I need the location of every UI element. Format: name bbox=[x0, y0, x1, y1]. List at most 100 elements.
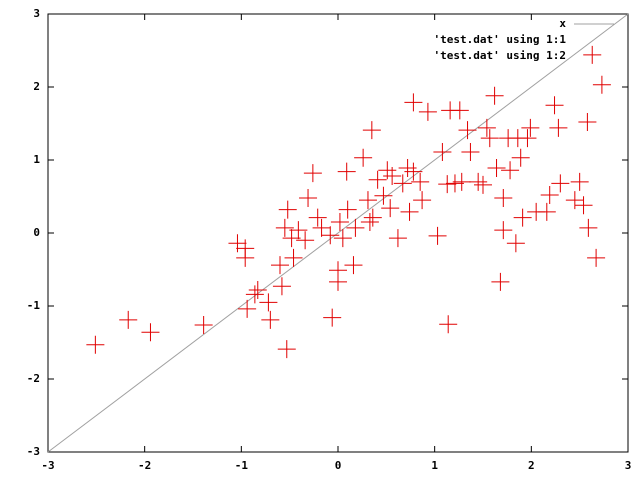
point bbox=[452, 172, 471, 191]
x-tick-label: 1 bbox=[431, 459, 438, 472]
point bbox=[346, 218, 365, 237]
point bbox=[259, 293, 278, 312]
point bbox=[308, 208, 327, 227]
point bbox=[194, 315, 213, 334]
point bbox=[381, 199, 400, 218]
legend-label: 'test.dat' using 1:1 bbox=[434, 33, 567, 46]
x-tick-label: -2 bbox=[138, 459, 151, 472]
point bbox=[592, 75, 611, 94]
x-tick-label: 2 bbox=[528, 459, 535, 472]
point bbox=[358, 191, 377, 210]
point bbox=[303, 164, 322, 183]
y-tick-label: -2 bbox=[27, 372, 40, 385]
point bbox=[271, 256, 289, 275]
y-tick-label: -3 bbox=[27, 445, 40, 458]
point bbox=[518, 129, 537, 148]
x-tick-label: 0 bbox=[335, 459, 342, 472]
y-tick-label: 2 bbox=[33, 80, 40, 93]
point bbox=[383, 167, 402, 186]
point bbox=[501, 161, 520, 180]
point bbox=[321, 226, 340, 245]
point bbox=[494, 221, 513, 240]
point bbox=[433, 142, 452, 161]
point bbox=[458, 121, 477, 140]
legend-label: 'test.dat' using 1:2 bbox=[434, 49, 566, 62]
point bbox=[540, 186, 559, 205]
point bbox=[284, 248, 303, 267]
point bbox=[261, 310, 280, 329]
point bbox=[388, 229, 407, 248]
point bbox=[374, 186, 393, 205]
point bbox=[445, 174, 464, 193]
point bbox=[583, 45, 602, 64]
point bbox=[363, 208, 382, 227]
point bbox=[461, 142, 480, 161]
point bbox=[404, 162, 423, 181]
point bbox=[362, 121, 381, 140]
point bbox=[511, 148, 530, 167]
point bbox=[477, 118, 496, 137]
point bbox=[438, 175, 457, 194]
point bbox=[344, 256, 363, 275]
point bbox=[545, 96, 564, 115]
point bbox=[579, 218, 598, 237]
point bbox=[360, 213, 379, 232]
y-tick-label: 0 bbox=[33, 226, 40, 239]
point bbox=[272, 277, 291, 296]
point bbox=[282, 229, 301, 248]
point bbox=[450, 101, 469, 120]
y-tick-label: 3 bbox=[33, 7, 40, 20]
point bbox=[494, 188, 513, 207]
line bbox=[47, 13, 629, 453]
point bbox=[248, 280, 267, 299]
point bbox=[330, 213, 349, 232]
legend-label: x bbox=[559, 17, 566, 30]
point bbox=[400, 202, 419, 221]
point bbox=[565, 191, 584, 210]
x-tick-label: -1 bbox=[235, 459, 249, 472]
point bbox=[480, 129, 499, 148]
point bbox=[551, 174, 570, 193]
point bbox=[296, 231, 315, 250]
point bbox=[236, 239, 255, 258]
point bbox=[404, 93, 423, 112]
point bbox=[275, 218, 294, 237]
point bbox=[587, 248, 606, 267]
y-tick-label: 1 bbox=[33, 153, 40, 166]
point bbox=[368, 170, 387, 189]
point bbox=[312, 218, 331, 237]
point bbox=[491, 272, 510, 291]
point bbox=[549, 118, 568, 137]
point bbox=[570, 172, 589, 191]
point bbox=[289, 221, 308, 240]
point bbox=[323, 308, 342, 327]
point bbox=[439, 315, 458, 334]
point bbox=[245, 285, 264, 304]
x-tick-label: 3 bbox=[625, 459, 632, 472]
point bbox=[338, 200, 357, 219]
x-tick-label: -3 bbox=[41, 459, 54, 472]
point bbox=[513, 208, 532, 227]
point bbox=[354, 148, 373, 167]
point bbox=[428, 226, 447, 245]
point bbox=[337, 162, 356, 181]
point bbox=[299, 188, 318, 207]
point bbox=[537, 202, 556, 221]
point bbox=[487, 159, 506, 178]
point bbox=[469, 172, 488, 191]
point bbox=[506, 234, 525, 253]
point bbox=[86, 335, 105, 354]
point bbox=[228, 234, 247, 253]
point bbox=[393, 174, 412, 193]
point bbox=[238, 299, 257, 318]
point bbox=[333, 229, 352, 248]
point bbox=[411, 172, 430, 191]
point bbox=[521, 118, 540, 137]
point bbox=[278, 200, 297, 219]
point bbox=[574, 196, 593, 215]
point bbox=[578, 113, 597, 132]
y-tick-label: -1 bbox=[27, 299, 41, 312]
point bbox=[329, 261, 347, 280]
point bbox=[418, 102, 437, 121]
